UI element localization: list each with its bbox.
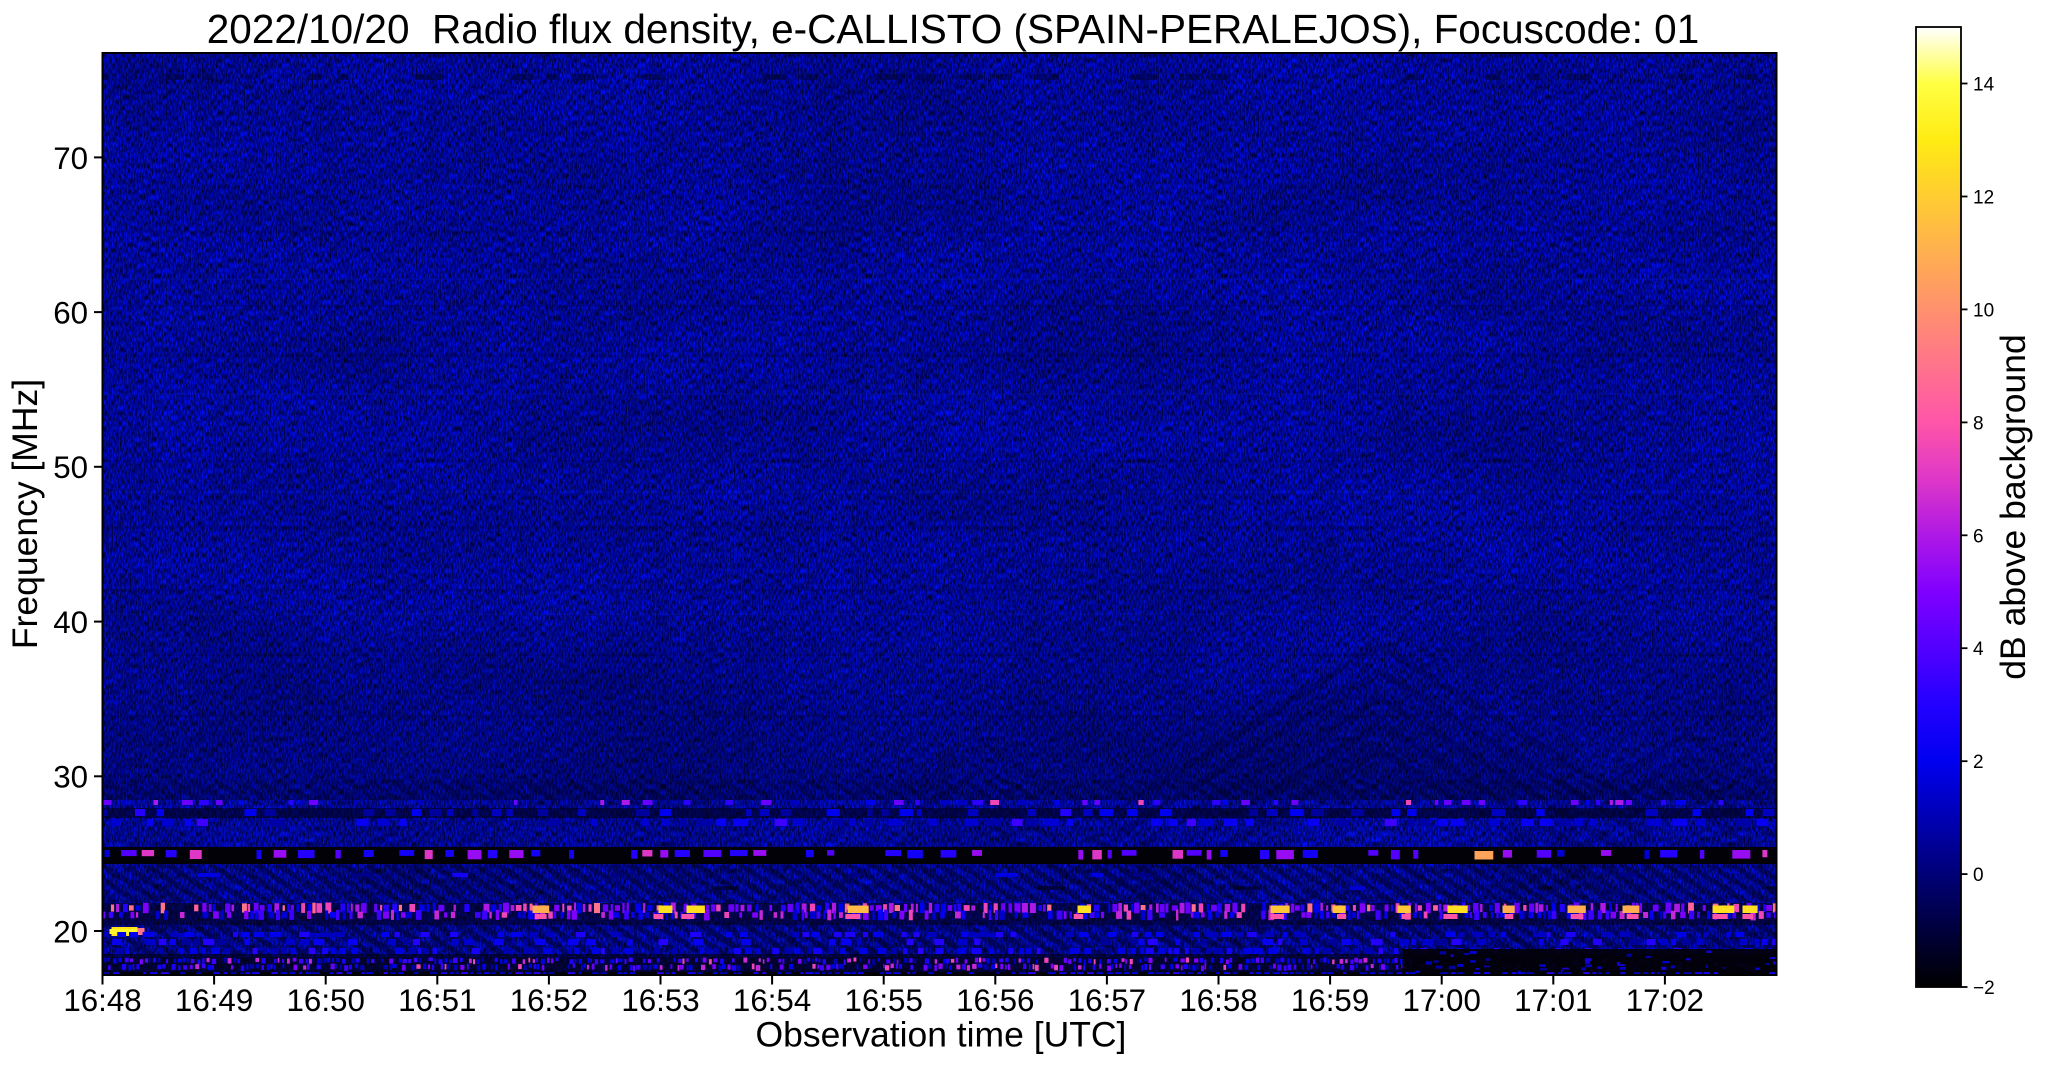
svg-text:16:53: 16:53 [621, 983, 699, 1018]
svg-text:12: 12 [1973, 188, 1994, 209]
svg-text:dB above background: dB above background [1993, 334, 2033, 679]
svg-text:16:51: 16:51 [398, 983, 476, 1018]
svg-text:16:55: 16:55 [845, 983, 923, 1018]
svg-text:16:50: 16:50 [287, 983, 365, 1018]
svg-text:16:54: 16:54 [733, 983, 811, 1018]
svg-text:17:01: 17:01 [1514, 983, 1592, 1018]
svg-text:14: 14 [1973, 75, 1995, 96]
svg-text:17:00: 17:00 [1403, 983, 1481, 1018]
svg-text:60: 60 [53, 296, 88, 331]
svg-text:6: 6 [1973, 526, 1984, 547]
svg-text:16:48: 16:48 [63, 983, 141, 1018]
svg-text:16:57: 16:57 [1068, 983, 1146, 1018]
svg-text:2022/10/20 Radio flux density: 2022/10/20 Radio flux density, e-CALLIST… [207, 6, 1699, 52]
svg-text:70: 70 [53, 141, 88, 176]
svg-text:Frequency [MHz]: Frequency [MHz] [5, 379, 45, 649]
svg-text:2: 2 [1973, 752, 1984, 773]
svg-text:16:56: 16:56 [956, 983, 1034, 1018]
svg-text:17:02: 17:02 [1626, 983, 1704, 1018]
svg-text:40: 40 [53, 605, 88, 640]
svg-text:0: 0 [1973, 865, 1984, 886]
svg-text:50: 50 [53, 450, 88, 485]
svg-text:10: 10 [1973, 300, 1994, 321]
svg-text:16:59: 16:59 [1291, 983, 1369, 1018]
svg-text:4: 4 [1973, 639, 1984, 660]
svg-text:16:52: 16:52 [510, 983, 588, 1018]
svg-text:8: 8 [1973, 413, 1984, 434]
svg-text:20: 20 [53, 914, 88, 949]
svg-text:Observation time [UTC]: Observation time [UTC] [756, 1015, 1127, 1055]
svg-text:−2: −2 [1973, 978, 1995, 999]
svg-text:16:49: 16:49 [175, 983, 253, 1018]
svg-text:16:58: 16:58 [1179, 983, 1257, 1018]
svg-text:30: 30 [53, 760, 88, 795]
